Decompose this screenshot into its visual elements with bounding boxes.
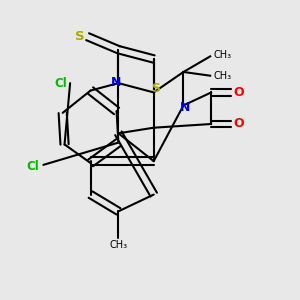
Text: CH₃: CH₃ <box>213 50 231 60</box>
Text: N: N <box>180 101 190 114</box>
Text: Cl: Cl <box>27 160 39 173</box>
Text: S: S <box>75 30 84 43</box>
Text: O: O <box>234 118 244 130</box>
Text: N: N <box>111 76 122 89</box>
Text: S: S <box>151 82 160 95</box>
Text: Cl: Cl <box>55 76 67 90</box>
Text: O: O <box>234 86 244 99</box>
Text: CH₃: CH₃ <box>110 240 128 250</box>
Text: CH₃: CH₃ <box>213 71 231 81</box>
